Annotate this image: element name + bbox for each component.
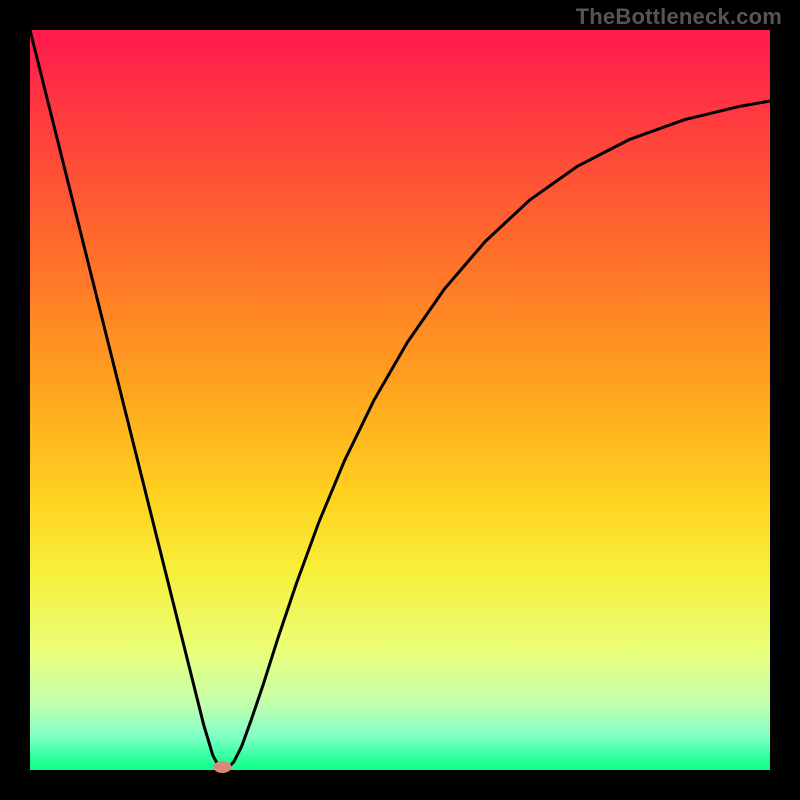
chart-frame: TheBottleneck.com bbox=[0, 0, 800, 800]
optimal-point-marker bbox=[213, 761, 231, 773]
bottleneck-chart bbox=[0, 0, 800, 800]
gradient-background bbox=[30, 30, 770, 770]
watermark-label: TheBottleneck.com bbox=[576, 4, 782, 30]
